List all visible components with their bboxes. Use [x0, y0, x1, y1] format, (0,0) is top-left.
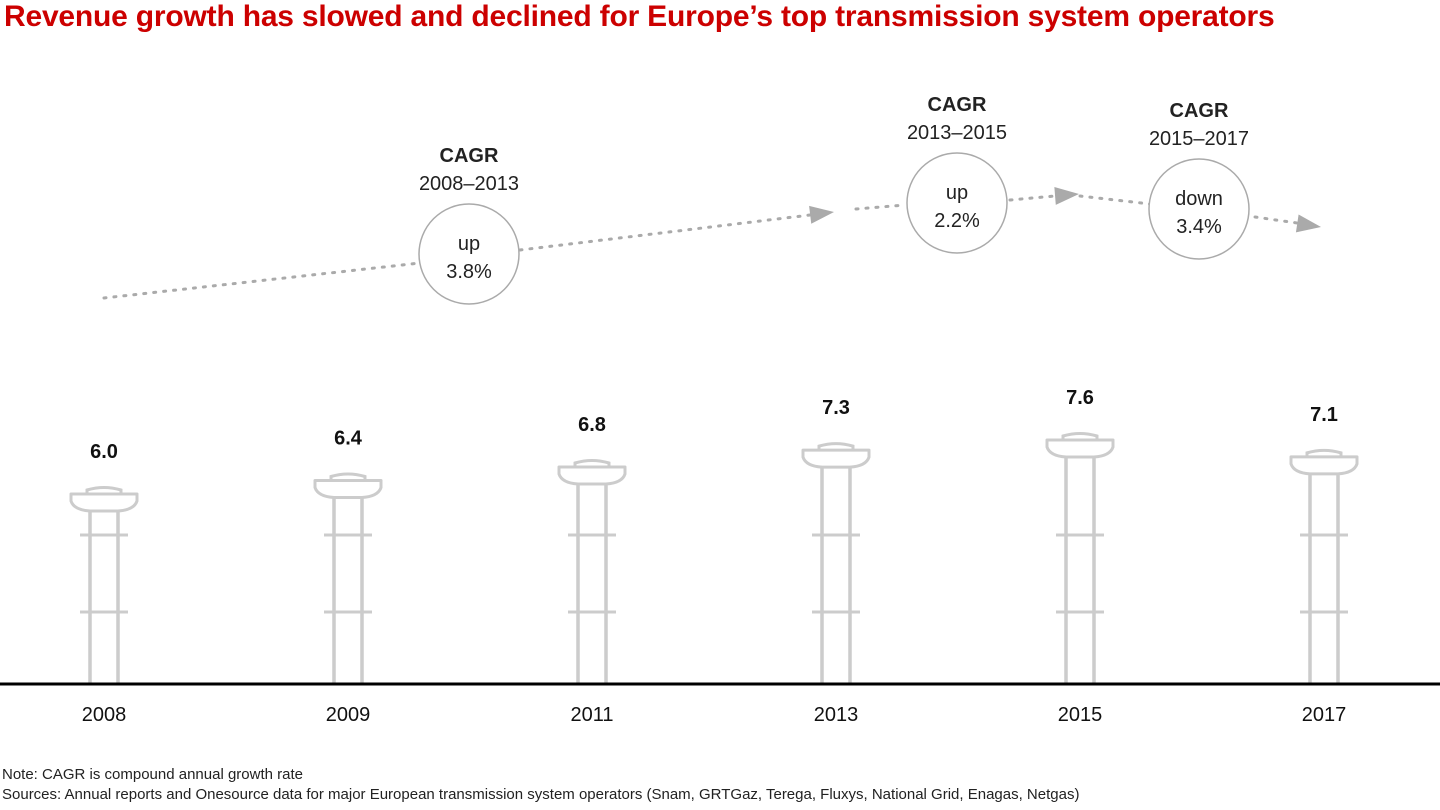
tower-2013 [801, 442, 871, 684]
tower-cap [1045, 438, 1115, 459]
year-label-2008: 2008 [82, 704, 127, 726]
tower-cap [1289, 455, 1359, 476]
tower-2017 [1289, 448, 1359, 684]
tower-knob [573, 459, 611, 467]
tower-2015 [1045, 432, 1115, 684]
cagr-rate: 3.8% [446, 261, 492, 283]
value-label-2009: 6.4 [334, 428, 363, 450]
year-label-2011: 2011 [570, 704, 613, 726]
cagr-heading: CAGR [1170, 100, 1229, 122]
cagr-rate: 3.4% [1176, 216, 1222, 238]
cagr-direction: up [946, 182, 968, 204]
cagr-circle [1148, 158, 1250, 260]
value-label-2011: 6.8 [578, 414, 606, 436]
cagr-period: 2013–2015 [907, 122, 1007, 144]
tower-knob [329, 472, 367, 481]
cagr-annotation-3: down 3.4% CAGR 2015–2017 [1148, 100, 1250, 260]
trend-segment [518, 213, 812, 252]
tower-cap [557, 465, 627, 486]
cagr-heading: CAGR [440, 145, 499, 167]
cagr-direction: down [1175, 188, 1223, 210]
cagr-direction: up [458, 233, 480, 255]
tower-cap [801, 448, 871, 469]
tower-cap [69, 492, 139, 513]
trend-segment [102, 261, 422, 300]
value-label-2015: 7.6 [1066, 387, 1094, 409]
tower-layer [69, 432, 1359, 684]
trend-arrowhead [1295, 214, 1321, 233]
trend-segment [1008, 194, 1057, 202]
tower-cap [313, 479, 383, 499]
trend-layer: up 3.8% CAGR 2008–2013 up 2.2% CAGR 2013–2015 do… [102, 94, 1321, 305]
cagr-circle [418, 203, 520, 305]
value-label-2013: 7.3 [822, 397, 850, 419]
trend-segment [854, 203, 907, 211]
tower-knob [85, 486, 123, 494]
trend-arrowhead [809, 205, 834, 224]
tower-2009 [313, 472, 383, 684]
tower-knob [1061, 432, 1099, 440]
trend-arrowhead [1054, 186, 1079, 205]
tower-2011 [557, 459, 627, 684]
tower-knob [1305, 448, 1343, 457]
footnote-sources: Sources: Annual reports and Onesource da… [2, 786, 1080, 803]
footnote-note: Note: CAGR is compound annual growth rat… [2, 766, 303, 783]
cagr-period: 2008–2013 [419, 173, 519, 195]
cagr-circle [906, 152, 1008, 254]
value-label-2008: 6.0 [90, 441, 118, 463]
cagr-period: 2015–2017 [1149, 128, 1249, 150]
year-label-2013: 2013 [814, 704, 859, 726]
value-label-2017: 7.1 [1310, 404, 1338, 426]
cagr-rate: 2.2% [934, 210, 980, 232]
tower-knob [817, 442, 855, 451]
year-label-2009: 2009 [326, 704, 371, 726]
cagr-annotation-2: up 2.2% CAGR 2013–2015 [906, 94, 1008, 254]
cagr-heading: CAGR [928, 94, 987, 116]
year-label-2015: 2015 [1058, 704, 1103, 726]
tower-2008 [69, 486, 139, 684]
label-layer: 6.0 2008 6.4 2009 6.8 2011 7.3 2013 7.6 2015 7.1 20… [82, 387, 1347, 726]
chart-title: Revenue growth has slowed and declined f… [4, 0, 1275, 33]
chart-canvas: up 3.8% CAGR 2008–2013 up 2.2% CAGR 2013–2015 do… [0, 94, 1440, 726]
cagr-annotation-1: up 3.8% CAGR 2008–2013 [418, 145, 520, 305]
year-label-2017: 2017 [1302, 704, 1347, 726]
trend-segment [1253, 215, 1299, 225]
trend-segment [1078, 194, 1152, 206]
